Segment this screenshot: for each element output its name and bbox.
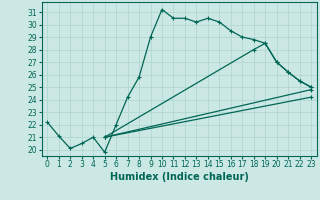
- X-axis label: Humidex (Indice chaleur): Humidex (Indice chaleur): [110, 172, 249, 182]
